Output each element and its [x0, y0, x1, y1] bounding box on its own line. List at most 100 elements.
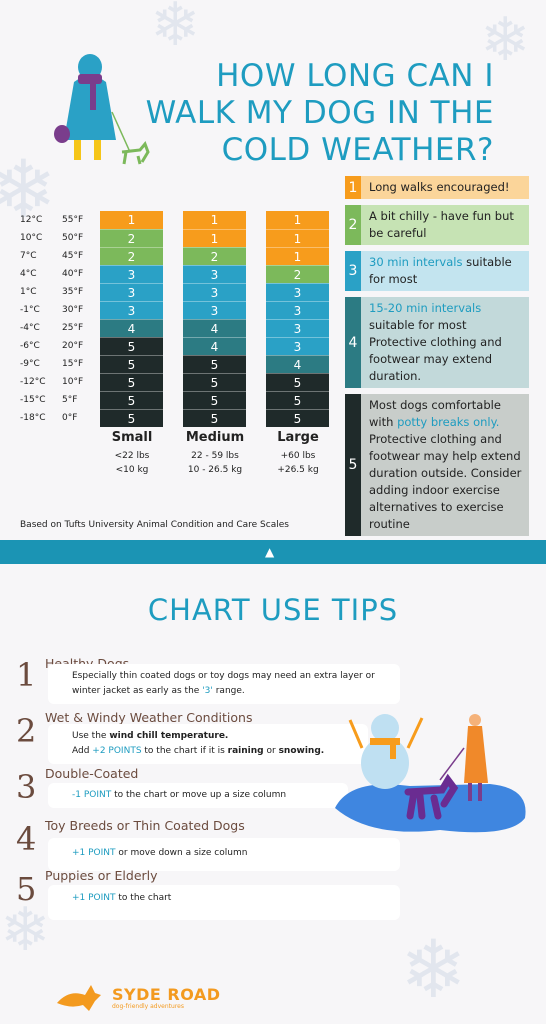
- tip-text: to the chart or move up a size column: [111, 790, 287, 800]
- tip-text: Add +2 POINTS to the chart if it is rain…: [72, 744, 358, 759]
- tip-text: or move down a size column: [115, 848, 248, 858]
- tick-label: 1°C: [20, 287, 37, 297]
- tick-label: 0°F: [62, 413, 78, 423]
- legend-text: 15-20 min intervals suitable for most Pr…: [361, 297, 529, 388]
- legend-text-body: suitable for most: [369, 255, 512, 286]
- chart-cell: 4: [183, 319, 246, 337]
- tick-label: 30°F: [62, 305, 84, 315]
- tip-number: 1: [16, 656, 37, 694]
- chart-cell: 5: [183, 373, 246, 391]
- chart-cell: 5: [266, 391, 329, 409]
- legend-text-body: Protective clothing and footwear may hel…: [369, 432, 522, 531]
- tip-number: 4: [16, 820, 37, 858]
- tip-highlight: -1 POINT: [72, 790, 112, 800]
- chart-cell: 2: [183, 247, 246, 265]
- snowflake-icon: ❄: [400, 923, 468, 1016]
- tick-label: 35°F: [62, 287, 84, 297]
- tick-label: -4°C: [20, 323, 40, 333]
- chart-cell: 3: [266, 319, 329, 337]
- chart-cell: 1: [183, 229, 246, 247]
- tip-highlight: '3': [202, 686, 213, 696]
- tick-label: -6°C: [20, 341, 40, 351]
- legend-number: 4: [345, 297, 361, 388]
- chart-cell: 3: [266, 301, 329, 319]
- tip-highlight: +1 POINT: [72, 848, 116, 858]
- legend-highlight: 15-20 min intervals: [369, 301, 482, 315]
- chart-cell: 5: [100, 409, 163, 427]
- snowflake-icon: ❄: [0, 143, 58, 236]
- legend-number: 2: [345, 205, 361, 245]
- chart-cell: 5: [100, 337, 163, 355]
- divider-band: [0, 540, 546, 564]
- column-name: Medium: [185, 430, 245, 445]
- chart-cell: 3: [100, 265, 163, 283]
- chart-cell: 3: [183, 265, 246, 283]
- tick-label: 40°F: [62, 269, 84, 279]
- chart-cell: 2: [266, 265, 329, 283]
- legend-text-body: A bit chilly - have fun but be careful: [369, 209, 514, 240]
- weight-kg: +26.5 kg: [277, 465, 319, 475]
- column-name: Small: [111, 430, 153, 445]
- chart-cell: 4: [183, 337, 246, 355]
- tip-highlight: +2 POINTS: [92, 746, 142, 756]
- weight-lbs: 22 - 59 lbs: [191, 451, 239, 461]
- column-weight: 22 - 59 lbs 10 - 26.5 kg: [170, 449, 260, 477]
- chart-cell: 5: [183, 409, 246, 427]
- legend-highlight: 30 min intervals: [369, 255, 463, 269]
- tip-number: 3: [16, 768, 37, 806]
- column-name: Large: [277, 430, 319, 445]
- chart-cell: 4: [266, 355, 329, 373]
- legend-number: 3: [345, 251, 361, 291]
- tick-label: -15°C: [20, 395, 46, 405]
- tip-text: to the chart: [115, 893, 172, 903]
- tip-heading: Toy Breeds or Thin Coated Dogs: [45, 818, 245, 833]
- legend-item-1: 1 Long walks encouraged!: [345, 176, 529, 199]
- tip-text: Use the wind chill temperature.: [72, 729, 358, 744]
- tick-label: 55°F: [62, 215, 84, 225]
- tick-label: 50°F: [62, 233, 84, 243]
- legend-item-2: 2 A bit chilly - have fun but be careful: [345, 205, 529, 245]
- snowflake-icon: ❄: [0, 895, 51, 965]
- tip-heading: Double-Coated: [45, 766, 139, 781]
- tick-label: 45°F: [62, 251, 84, 261]
- chart-cell: 5: [100, 355, 163, 373]
- tip-heading: Puppies or Elderly: [45, 868, 158, 883]
- chart-cell: 5: [183, 355, 246, 373]
- chart-cell: 1: [266, 211, 329, 229]
- tip-box: +1 POINT or move down a size column: [48, 838, 400, 871]
- legend-text-pre: Most dogs comfortable with: [369, 398, 501, 429]
- tick-label: 20°F: [62, 341, 84, 351]
- chart-cell: 3: [183, 283, 246, 301]
- legend-highlight: potty breaks only.: [397, 415, 500, 429]
- tip-text-part: to the chart if it is: [141, 746, 228, 756]
- chart-cell: 3: [100, 283, 163, 301]
- tick-label: 7°C: [20, 251, 37, 261]
- tip-bold: snowing.: [278, 746, 325, 756]
- tick-label: 25°F: [62, 323, 84, 333]
- tip-text-part: Use the: [72, 731, 110, 741]
- page-title: HOW LONG CAN I WALK MY DOG IN THE COLD W…: [114, 58, 494, 169]
- tip-text: winter jacket as early as the '3' range.: [72, 684, 390, 699]
- tip-number: 5: [16, 870, 37, 908]
- snowflake-icon: ❄: [480, 5, 531, 75]
- title-line: WALK MY DOG IN THE: [145, 95, 494, 131]
- tick-label: 4°C: [20, 269, 37, 279]
- tick-label: 15°F: [62, 359, 84, 369]
- tick-label: 10°C: [20, 233, 43, 243]
- weight-kg: <10 kg: [115, 465, 149, 475]
- legend-number: 5: [345, 394, 361, 536]
- chart-cell: 1: [183, 211, 246, 229]
- celsius-axis: 12°C 10°C 7°C 4°C 1°C -1°C -4°C -6°C -9°…: [20, 211, 50, 427]
- weight-lbs: +60 lbs: [280, 451, 316, 461]
- tip-text-part: or: [263, 746, 279, 756]
- legend-text: Long walks encouraged!: [361, 176, 529, 199]
- snowman-dog-walker-illustration: [335, 714, 526, 833]
- legend-text-body: Long walks encouraged!: [369, 180, 510, 194]
- chart-cell: 5: [266, 409, 329, 427]
- column-weight: <22 lbs <10 kg: [87, 449, 177, 477]
- chart-cell: 2: [100, 247, 163, 265]
- chart-cell: 4: [100, 319, 163, 337]
- tip-box: +1 POINT to the chart: [48, 885, 400, 920]
- tip-text-part: winter jacket as early as the: [72, 686, 203, 696]
